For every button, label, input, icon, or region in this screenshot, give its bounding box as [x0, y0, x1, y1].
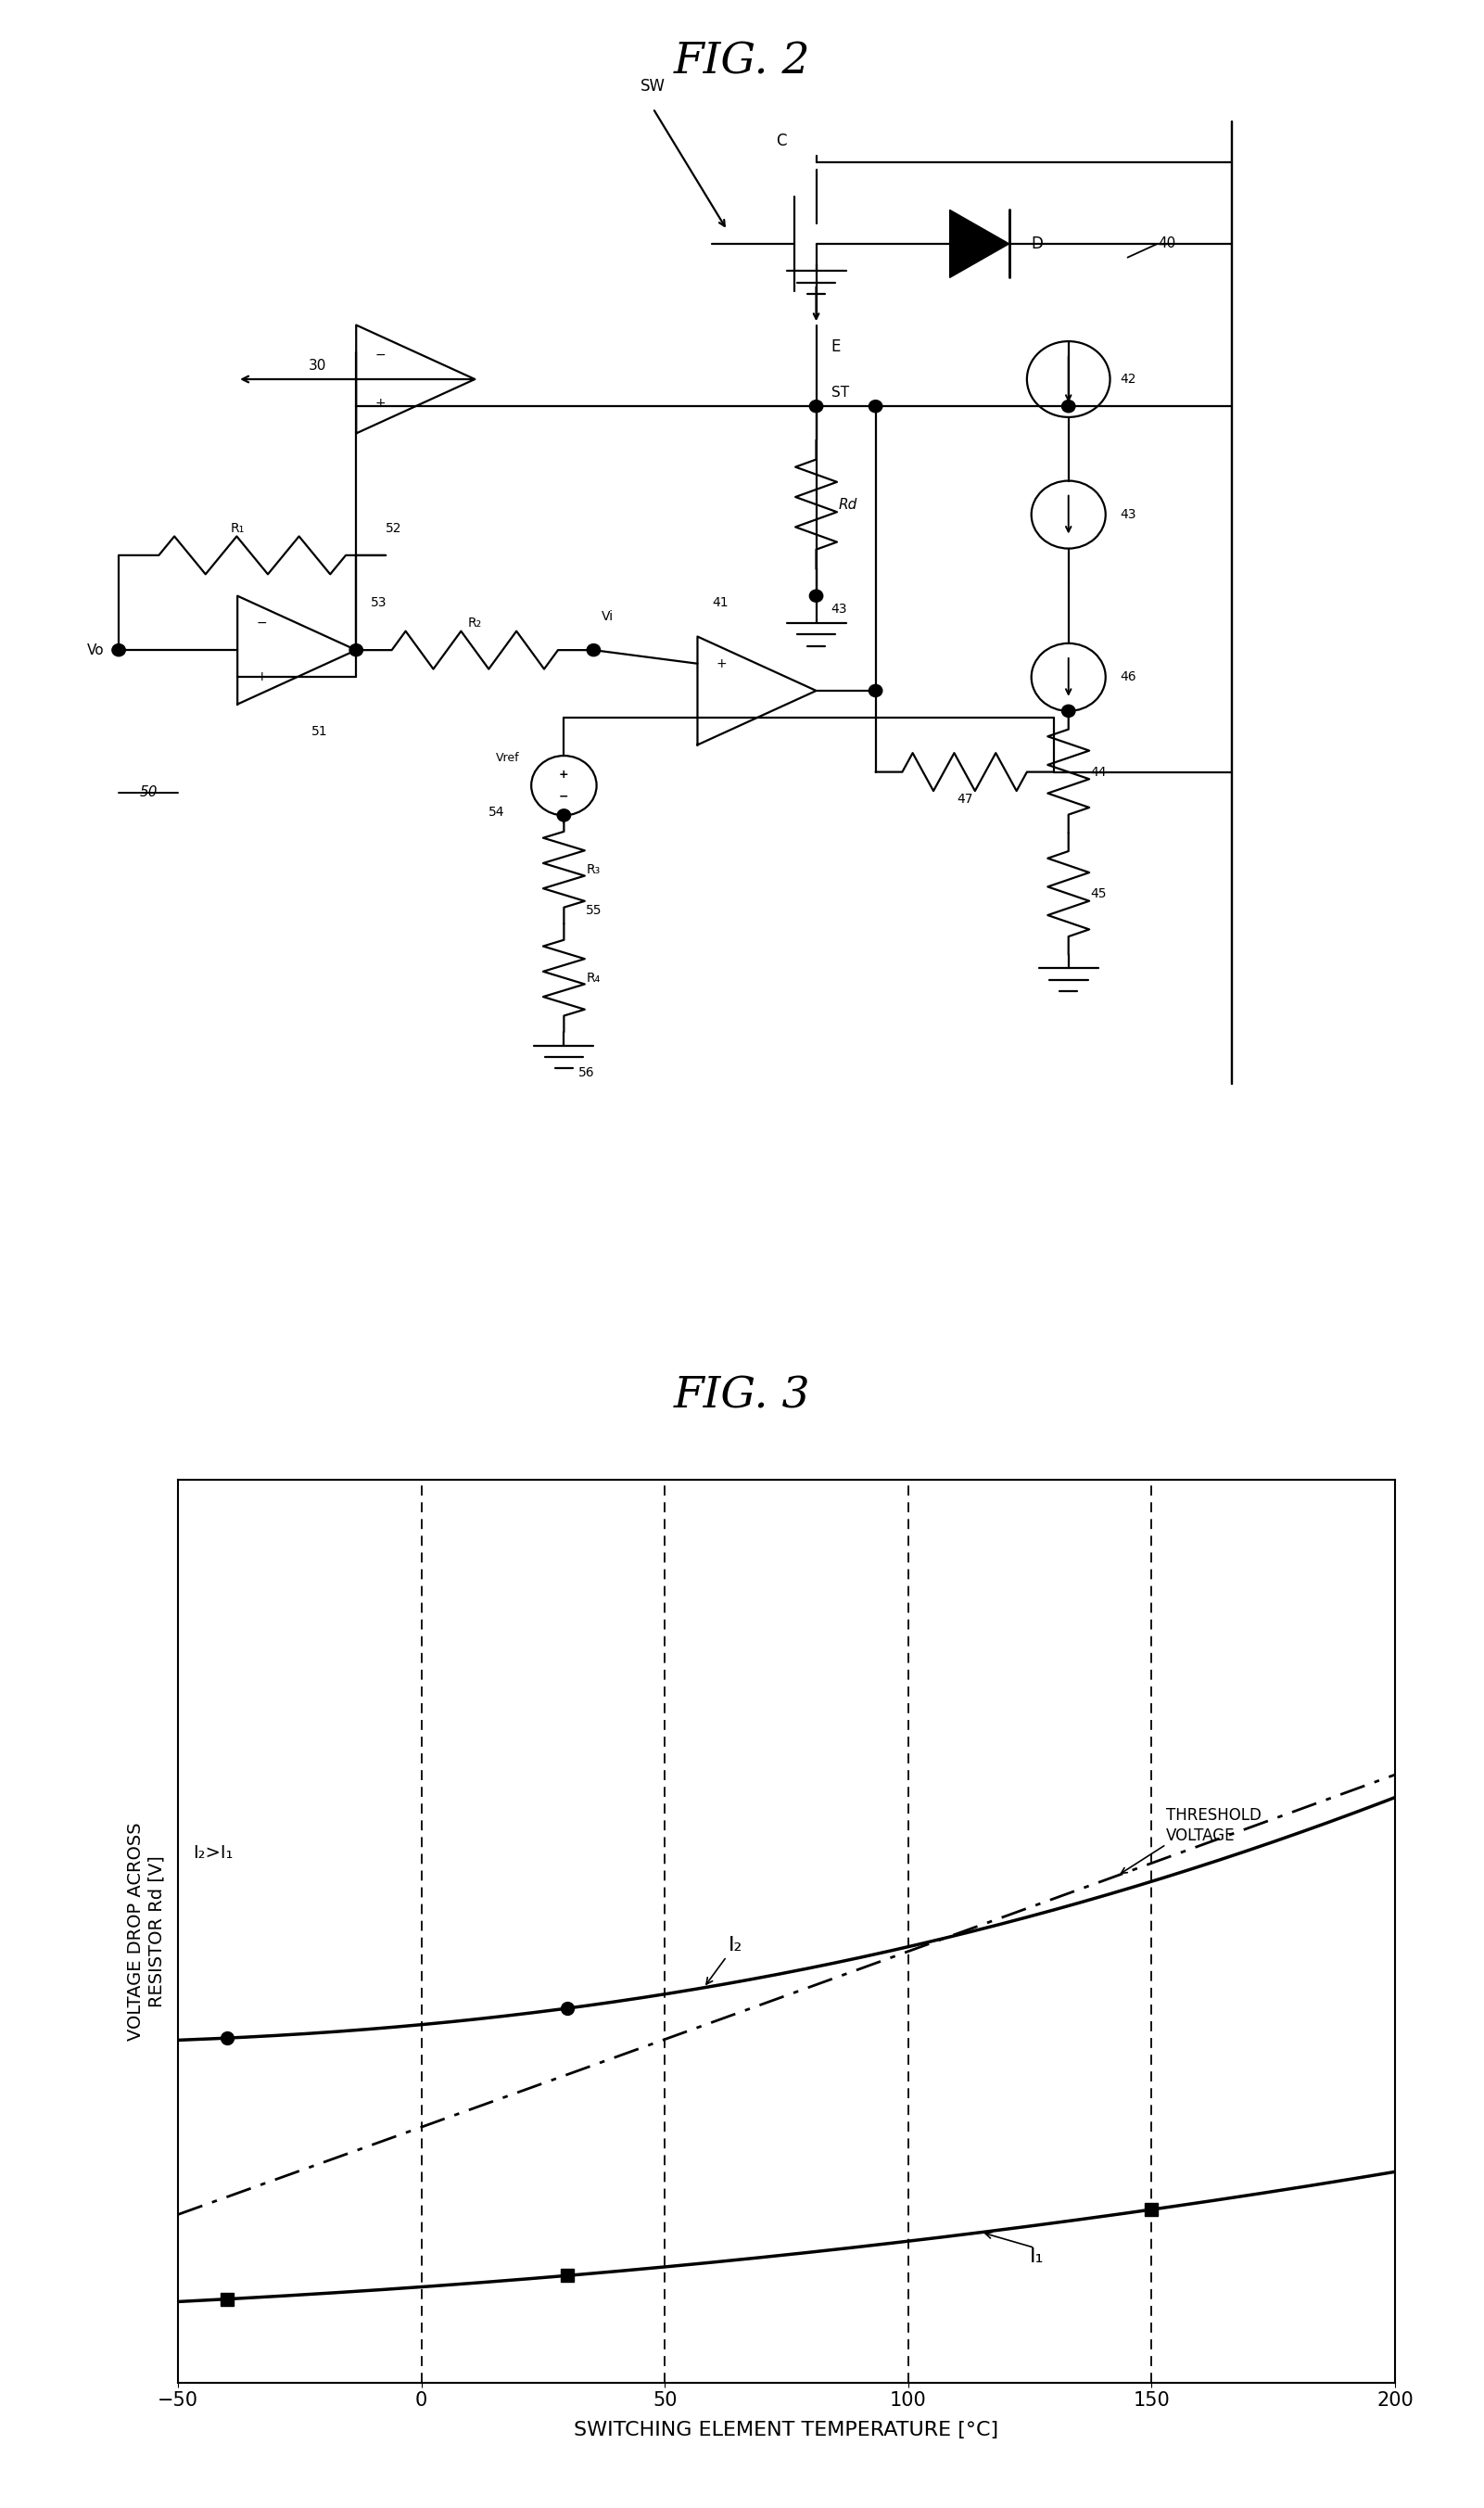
Text: ST: ST — [831, 386, 849, 399]
Text: 52: 52 — [386, 522, 402, 534]
Text: 44: 44 — [1091, 765, 1107, 777]
Text: 53: 53 — [371, 597, 387, 609]
Text: −: − — [375, 349, 386, 361]
Circle shape — [870, 685, 883, 697]
Text: 50: 50 — [139, 785, 157, 800]
Circle shape — [809, 401, 822, 411]
Text: 55: 55 — [586, 903, 603, 915]
Text: FIG. 2: FIG. 2 — [674, 40, 810, 83]
Text: R₁: R₁ — [230, 522, 245, 534]
Text: SW: SW — [641, 78, 665, 95]
Text: 45: 45 — [1091, 888, 1107, 900]
Text: 43: 43 — [831, 602, 847, 614]
Text: Vref: Vref — [496, 752, 519, 765]
Text: +: + — [717, 657, 727, 670]
Text: +: + — [559, 767, 568, 780]
Circle shape — [588, 645, 601, 657]
Text: +: + — [257, 670, 267, 685]
Text: R₃: R₃ — [586, 863, 601, 875]
Circle shape — [1061, 401, 1074, 411]
Text: 40: 40 — [1158, 236, 1175, 251]
Text: −: − — [257, 617, 267, 630]
Circle shape — [809, 589, 822, 602]
Text: E: E — [831, 339, 840, 356]
Circle shape — [1061, 705, 1074, 717]
Text: D: D — [1031, 236, 1043, 253]
Text: R₂: R₂ — [467, 617, 482, 630]
Text: C: C — [776, 133, 787, 148]
Text: 54: 54 — [488, 805, 505, 820]
Circle shape — [558, 810, 571, 823]
Text: Rd: Rd — [838, 497, 858, 512]
Text: Vi: Vi — [601, 609, 613, 622]
Text: 43: 43 — [1120, 509, 1137, 522]
Text: +: + — [375, 396, 386, 411]
Text: −: − — [717, 712, 727, 725]
Text: 47: 47 — [957, 793, 972, 805]
Text: −: − — [559, 790, 568, 803]
Circle shape — [350, 645, 364, 657]
Text: I₂>I₁: I₂>I₁ — [193, 1843, 233, 1861]
Text: 51: 51 — [312, 725, 328, 737]
Text: FIG. 3: FIG. 3 — [674, 1374, 810, 1417]
Text: R₄: R₄ — [586, 971, 601, 983]
Circle shape — [870, 401, 883, 411]
Text: THRESHOLD
VOLTAGE: THRESHOLD VOLTAGE — [1166, 1808, 1261, 1843]
Polygon shape — [950, 211, 1009, 278]
Text: I₂: I₂ — [706, 1936, 742, 1984]
X-axis label: SWITCHING ELEMENT TEMPERATURE [°C]: SWITCHING ELEMENT TEMPERATURE [°C] — [574, 2420, 999, 2438]
Text: 41: 41 — [712, 597, 729, 609]
Text: Vo: Vo — [86, 642, 104, 657]
Text: 42: 42 — [1120, 374, 1137, 386]
Circle shape — [113, 645, 125, 657]
Y-axis label: VOLTAGE DROP ACROSS
RESISTOR Rd [V]: VOLTAGE DROP ACROSS RESISTOR Rd [V] — [128, 1821, 165, 2042]
Text: 56: 56 — [579, 1066, 595, 1078]
Text: 30: 30 — [309, 359, 326, 374]
Text: 46: 46 — [1120, 670, 1137, 685]
Text: I₁: I₁ — [1030, 2247, 1045, 2267]
